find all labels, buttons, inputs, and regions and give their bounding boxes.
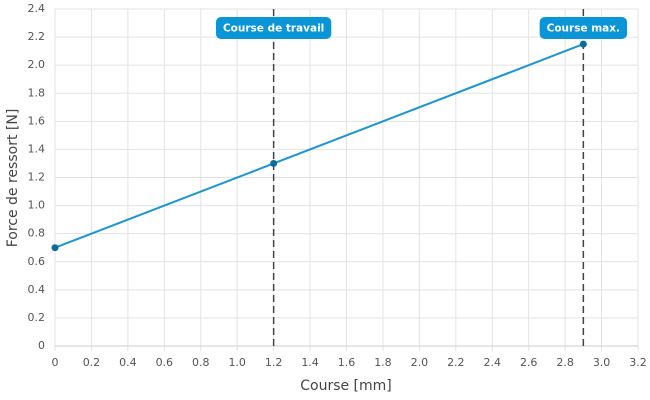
- y-tick-label: 0.8: [28, 227, 46, 240]
- y-tick-label: 1.4: [28, 142, 46, 155]
- x-tick-label: 2.2: [447, 356, 465, 369]
- x-tick-label: 0.2: [83, 356, 101, 369]
- y-tick-label: 0.4: [28, 283, 46, 296]
- y-tick-label: 0.6: [28, 255, 46, 268]
- x-tick-label: 1.2: [265, 356, 283, 369]
- x-tick-label: 0.6: [156, 356, 174, 369]
- annotation-box: [215, 17, 332, 39]
- annotation-box: [539, 17, 628, 39]
- x-tick-label: 0.4: [119, 356, 137, 369]
- y-tick-label: 1.2: [28, 171, 46, 184]
- data-point: [51, 244, 59, 252]
- x-tick-label: 3.0: [593, 356, 611, 369]
- x-tick-label: 0.8: [192, 356, 210, 369]
- y-tick-label: 2.2: [28, 30, 46, 43]
- series-line: [54, 43, 584, 249]
- data-point: [579, 40, 587, 48]
- x-tick-label: 1.8: [374, 356, 392, 369]
- x-axis-title: Course [mm]: [300, 378, 392, 394]
- y-tick-label: 1.6: [28, 114, 46, 127]
- y-tick-label: 0.2: [28, 311, 46, 324]
- y-tick-label: 2.4: [28, 2, 46, 15]
- y-tick-label: 1.8: [28, 86, 46, 99]
- y-tick-label: 0: [38, 339, 45, 352]
- annotation-label: Course de travail: [223, 23, 324, 35]
- x-tick-label: 2.6: [520, 356, 538, 369]
- x-tick-label: 1.4: [301, 356, 319, 369]
- x-tick-label: 2.4: [484, 356, 502, 369]
- x-tick-label: 2.0: [411, 356, 429, 369]
- y-tick-label: 1.0: [28, 199, 46, 212]
- data-point: [270, 159, 278, 167]
- y-axis-title: Force de ressort [N]: [5, 109, 21, 248]
- x-tick-label: 0: [52, 356, 59, 369]
- annotation-label: Course max.: [547, 23, 620, 35]
- x-tick-label: 1.6: [338, 356, 356, 369]
- x-tick-label: 1.0: [228, 356, 246, 369]
- x-tick-label: 2.8: [556, 356, 574, 369]
- y-tick-label: 2.0: [28, 58, 46, 71]
- x-tick-label: 3.2: [629, 356, 647, 369]
